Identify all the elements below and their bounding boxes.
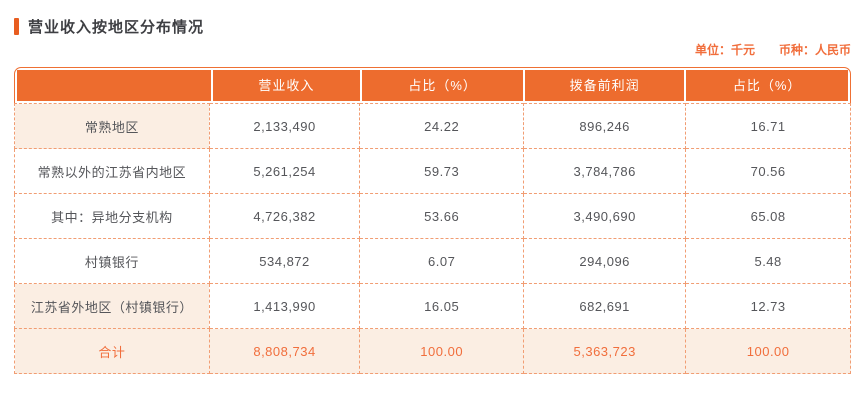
total-ppop-pct-cell: 100.00: [685, 328, 851, 374]
revenue-pct-cell: 6.07: [359, 238, 525, 284]
ppop-pct-cell: 65.08: [685, 193, 851, 239]
total-ppop-cell: 5,363,723: [523, 328, 687, 374]
revenue-cell: 1,413,990: [208, 283, 361, 329]
table-row: 江苏省外地区（村镇银行） 1,413,990 16.05 682,691 12.73: [14, 283, 851, 329]
currency-label: 币种：人民币: [778, 43, 851, 57]
revenue-cell: 5,261,254: [208, 148, 361, 194]
revenue-distribution-table: 营业收入 占比（%） 拨备前利润 占比（%） 常熟地区 2,133,490 24.2…: [14, 67, 851, 374]
total-row-label-cell: 合计: [14, 328, 210, 374]
page-title: 营业收入按地区分布情况: [28, 19, 205, 36]
table-row: 村镇银行 534,872 6.07 294,096 5.48: [14, 238, 851, 284]
table-total-row: 合计 8,808,734 100.00 5,363,723 100.00: [14, 328, 851, 374]
header-cell-ppop: 拨备前利润: [523, 70, 685, 101]
section-title-row: 营业收入按地区分布情况: [14, 16, 851, 37]
header-cell-revenue-pct: 占比（%）: [360, 70, 524, 101]
revenue-cell: 2,133,490: [208, 103, 361, 149]
total-revenue-pct-cell: 100.00: [359, 328, 525, 374]
revenue-pct-cell: 16.05: [359, 283, 525, 329]
total-revenue-cell: 8,808,734: [208, 328, 361, 374]
ppop-pct-cell: 5.48: [685, 238, 851, 284]
ppop-cell: 896,246: [523, 103, 687, 149]
ppop-cell: 682,691: [523, 283, 687, 329]
row-label-cell: 江苏省外地区（村镇银行）: [14, 283, 210, 329]
revenue-cell: 534,872: [208, 238, 361, 284]
ppop-pct-cell: 70.56: [685, 148, 851, 194]
unit-label: 单位：千元: [694, 43, 755, 57]
row-label-cell: 常熟以外的江苏省内地区: [14, 148, 210, 194]
revenue-cell: 4,726,382: [208, 193, 361, 239]
table-header-row: 营业收入 占比（%） 拨备前利润 占比（%）: [14, 67, 851, 103]
header-cell-ppop-pct: 占比（%）: [684, 70, 848, 101]
unit-info-row: 单位：千元 币种：人民币: [14, 41, 851, 58]
table-body-grid: 常熟地区 2,133,490 24.22 896,246 16.71 常熟以外的江苏省内地…: [14, 103, 851, 374]
ppop-cell: 3,490,690: [523, 193, 687, 239]
table-row: 常熟地区 2,133,490 24.22 896,246 16.71: [14, 103, 851, 149]
title-accent-bar: [14, 18, 19, 35]
header-cell-region: [17, 70, 211, 101]
ppop-cell: 294,096: [523, 238, 687, 284]
table-row: 常熟以外的江苏省内地区 5,261,254 59.73 3,784,786 70.56: [14, 148, 851, 194]
ppop-cell: 3,784,786: [523, 148, 687, 194]
header-cell-revenue: 营业收入: [210, 70, 361, 101]
ppop-pct-cell: 16.71: [685, 103, 851, 149]
table-row: 其中：异地分支机构 4,726,382 53.66 3,490,690 65.08: [14, 193, 851, 239]
revenue-pct-cell: 24.22: [359, 103, 525, 149]
row-label-cell: 村镇银行: [14, 238, 210, 284]
revenue-pct-cell: 53.66: [359, 193, 525, 239]
ppop-pct-cell: 12.73: [685, 283, 851, 329]
row-label-cell: 其中：异地分支机构: [14, 193, 210, 239]
table-body: 常熟地区 2,133,490 24.22 896,246 16.71 常熟以外的江苏省内地…: [14, 103, 851, 374]
row-label-cell: 常熟地区: [14, 103, 210, 149]
revenue-pct-cell: 59.73: [359, 148, 525, 194]
report-page: 营业收入按地区分布情况 单位：千元 币种：人民币 营业收入 占比（%） 拨备前利…: [14, 16, 851, 374]
